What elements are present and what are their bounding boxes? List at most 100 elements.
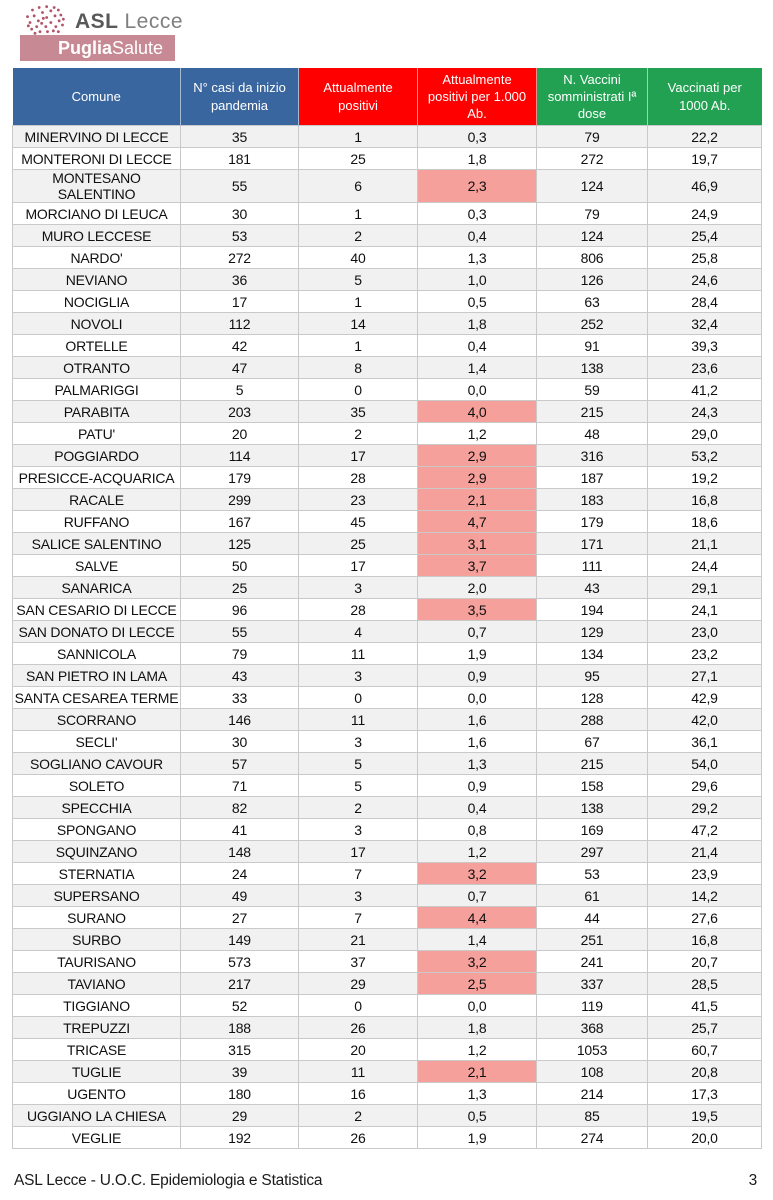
casi-cell: 43	[180, 664, 299, 687]
positivi-cell: 11	[298, 642, 418, 665]
casi-cell: 36	[180, 268, 299, 291]
positivi-per-1000-cell: 0,5	[417, 1104, 537, 1127]
positivi-cell: 1	[298, 202, 418, 225]
positivi-per-1000-cell: 2,1	[417, 1060, 537, 1083]
vaccinati-per-1000-cell: 53,2	[647, 444, 762, 467]
vaccini-cell: 44	[536, 906, 648, 929]
vaccini-cell: 241	[536, 950, 648, 973]
positivi-per-1000-cell: 3,7	[417, 554, 537, 577]
casi-cell: 79	[180, 642, 299, 665]
casi-cell: 315	[180, 1038, 299, 1061]
table-row: NEVIANO 36 5 1,0 126 24,6	[12, 268, 762, 291]
footer-page-number: 3	[748, 1172, 758, 1189]
comune-cell: ORTELLE	[12, 334, 181, 357]
vaccini-cell: 214	[536, 1082, 648, 1105]
casi-cell: 55	[180, 169, 299, 203]
vaccini-cell: 368	[536, 1016, 648, 1039]
positivi-cell: 26	[298, 1126, 418, 1149]
footer-department-label: ASL Lecce - U.O.C. Epidemiologia e Stati…	[14, 1172, 323, 1189]
casi-cell: 149	[180, 928, 299, 951]
vaccinati-per-1000-cell: 21,1	[647, 532, 762, 555]
vaccini-cell: 85	[536, 1104, 648, 1127]
casi-cell: 42	[180, 334, 299, 357]
positivi-cell: 6	[298, 169, 418, 203]
vaccinati-per-1000-cell: 28,5	[647, 972, 762, 995]
positivi-per-1000-cell: 2,9	[417, 444, 537, 467]
table-row: OTRANTO 47 8 1,4 138 23,6	[12, 356, 762, 379]
vaccinati-per-1000-cell: 23,0	[647, 620, 762, 643]
table-row: SALVE 50 17 3,7 111 24,4	[12, 554, 762, 577]
comune-cell: MONTESANO SALENTINO	[12, 169, 181, 203]
casi-cell: 35	[180, 125, 299, 148]
comune-cell: TIGGIANO	[12, 994, 181, 1017]
comune-cell: SALICE SALENTINO	[12, 532, 181, 555]
casi-cell: 24	[180, 862, 299, 885]
vaccini-cell: 297	[536, 840, 648, 863]
comune-cell: SAN PIETRO IN LAMA	[12, 664, 181, 687]
table-row: MORCIANO DI LEUCA 30 1 0,3 79 24,9	[12, 202, 762, 225]
comune-cell: STERNATIA	[12, 862, 181, 885]
brand-puglia: Puglia	[58, 37, 113, 58]
table-row: SOGLIANO CAVOUR 57 5 1,3 215 54,0	[12, 752, 762, 775]
positivi-cell: 3	[298, 664, 418, 687]
casi-cell: 71	[180, 774, 299, 797]
vaccinati-per-1000-cell: 23,2	[647, 642, 762, 665]
casi-cell: 272	[180, 246, 299, 269]
casi-cell: 96	[180, 598, 299, 621]
vaccini-cell: 61	[536, 884, 648, 907]
casi-cell: 181	[180, 147, 299, 170]
positivi-per-1000-cell: 1,2	[417, 840, 537, 863]
table-row: RACALE 299 23 2,1 183 16,8	[12, 488, 762, 511]
comune-cell: PATU'	[12, 422, 181, 445]
casi-cell: 53	[180, 224, 299, 247]
vaccini-cell: 806	[536, 246, 648, 269]
comune-cell: RUFFANO	[12, 510, 181, 533]
positivi-per-1000-cell: 0,0	[417, 994, 537, 1017]
vaccinati-per-1000-cell: 36,1	[647, 730, 762, 753]
comune-cell: SURANO	[12, 906, 181, 929]
table-row: PALMARIGGI 5 0 0,0 59 41,2	[12, 378, 762, 401]
table-row: TAVIANO 217 29 2,5 337 28,5	[12, 972, 762, 995]
header-attualmente-positivi: Attualmente positivi	[298, 68, 418, 126]
vaccini-cell: 129	[536, 620, 648, 643]
table-body: MINERVINO DI LECCE 35 1 0,3 79 22,2 MONTERONI …	[12, 125, 762, 1149]
vaccini-cell: 187	[536, 466, 648, 489]
header-vaccinati-per-1000: Vaccinati per 1000 Ab.	[647, 68, 762, 126]
positivi-cell: 29	[298, 972, 418, 995]
positivi-cell: 37	[298, 950, 418, 973]
vaccinati-per-1000-cell: 24,3	[647, 400, 762, 423]
vaccinati-per-1000-cell: 54,0	[647, 752, 762, 775]
positivi-per-1000-cell: 1,4	[417, 928, 537, 951]
table-row: MONTERONI DI LECCE 181 25 1,8 272 19,7	[12, 147, 762, 170]
positivi-cell: 14	[298, 312, 418, 335]
vaccini-cell: 215	[536, 400, 648, 423]
positivi-cell: 1	[298, 334, 418, 357]
comune-cell: NEVIANO	[12, 268, 181, 291]
casi-cell: 27	[180, 906, 299, 929]
vaccinati-per-1000-cell: 28,4	[647, 290, 762, 313]
comune-cell: SALVE	[12, 554, 181, 577]
vaccinati-per-1000-cell: 20,0	[647, 1126, 762, 1149]
casi-cell: 29	[180, 1104, 299, 1127]
vaccini-cell: 215	[536, 752, 648, 775]
casi-cell: 146	[180, 708, 299, 731]
positivi-cell: 17	[298, 554, 418, 577]
vaccinati-per-1000-cell: 29,0	[647, 422, 762, 445]
table-row: SCORRANO 146 11 1,6 288 42,0	[12, 708, 762, 731]
casi-cell: 5	[180, 378, 299, 401]
header-casi-pandemia: N° casi da inizio pandemia	[180, 68, 299, 126]
vaccinati-per-1000-cell: 14,2	[647, 884, 762, 907]
page-footer: ASL Lecce - U.O.C. Epidemiologia e Stati…	[14, 1172, 757, 1190]
header-positivi-per-1000: Attualmente positivi per 1.000 Ab.	[417, 68, 537, 126]
positivi-per-1000-cell: 1,8	[417, 1016, 537, 1039]
vaccinati-per-1000-cell: 27,1	[647, 664, 762, 687]
vaccini-cell: 63	[536, 290, 648, 313]
comune-cell: MONTERONI DI LECCE	[12, 147, 181, 170]
table-row: SANTA CESAREA TERME 33 0 0,0 128 42,9	[12, 686, 762, 709]
vaccini-cell: 108	[536, 1060, 648, 1083]
vaccini-cell: 138	[536, 796, 648, 819]
vaccini-cell: 119	[536, 994, 648, 1017]
positivi-cell: 23	[298, 488, 418, 511]
vaccini-cell: 126	[536, 268, 648, 291]
casi-cell: 112	[180, 312, 299, 335]
